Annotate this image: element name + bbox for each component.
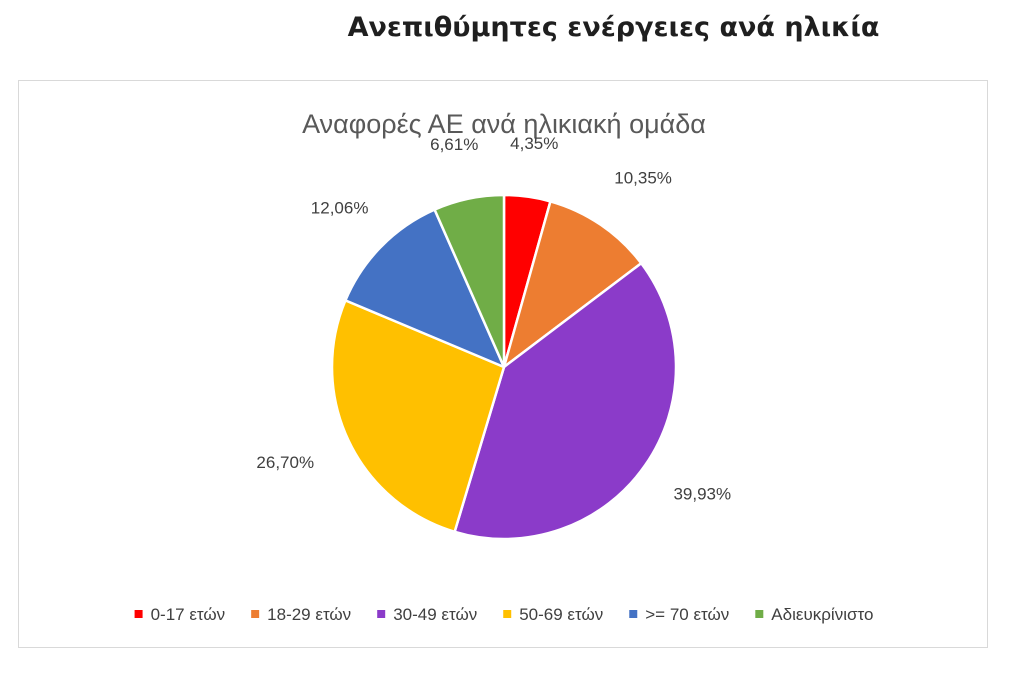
- legend-label: 18-29 ετών: [267, 605, 351, 624]
- legend-item-3: 30-49 ετών: [377, 605, 477, 624]
- pie-slice-2: [502, 200, 643, 369]
- legend-label: 0-17 ετών: [151, 605, 226, 624]
- pie-slices: [330, 193, 678, 541]
- legend-swatch: [251, 610, 260, 618]
- legend-swatch: [503, 610, 512, 618]
- legend-item-2: 18-29 ετών: [251, 605, 351, 624]
- legend-label: >= 70 ετών: [645, 605, 729, 624]
- pie-slice-6: [433, 193, 506, 369]
- legend-swatch: [629, 610, 638, 618]
- data-label-6: 6,61%: [430, 135, 478, 154]
- data-labels: 4,35% 10,35% 39,93% 26,70% 12,06% 6,61%: [256, 134, 731, 504]
- chart-frame: Αναφορές ΑΕ ανά ηλικιακή ομάδα 4,35% 10,3…: [18, 80, 988, 648]
- legend-swatch: [377, 610, 386, 618]
- data-label-4: 26,70%: [256, 453, 314, 472]
- legend: 0-17 ετών 18-29 ετών 30-49 ετών 50-69 ετών >…: [134, 605, 873, 624]
- legend-label: 30-49 ετών: [393, 605, 477, 624]
- legend-label: 50-69 ετών: [519, 605, 603, 624]
- legend-item-1: 0-17 ετών: [134, 605, 226, 624]
- data-label-2: 10,35%: [614, 169, 672, 188]
- chart-title: Αναφορές ΑΕ ανά ηλικιακή ομάδα: [302, 109, 706, 139]
- pie-slice-4: [330, 299, 506, 534]
- pie-chart: Αναφορές ΑΕ ανά ηλικιακή ομάδα 4,35% 10,3…: [134, 109, 873, 624]
- legend-swatch: [755, 610, 764, 618]
- page-heading: Ανεπιθύμητες ενέργειες ανά ηλικία: [347, 12, 880, 43]
- data-label-3: 39,93%: [673, 485, 731, 504]
- pie-slice-5: [344, 208, 506, 369]
- data-label-1: 4,35%: [510, 134, 558, 153]
- legend-item-5: >= 70 ετών: [629, 605, 729, 624]
- pie-slice-3: [453, 262, 678, 541]
- legend-item-4: 50-69 ετών: [503, 605, 603, 624]
- legend-swatch: [134, 610, 143, 618]
- legend-item-6: Αδιευκρίνιστο: [755, 605, 873, 624]
- legend-label: Αδιευκρίνιστο: [771, 605, 873, 624]
- data-label-5: 12,06%: [311, 198, 369, 217]
